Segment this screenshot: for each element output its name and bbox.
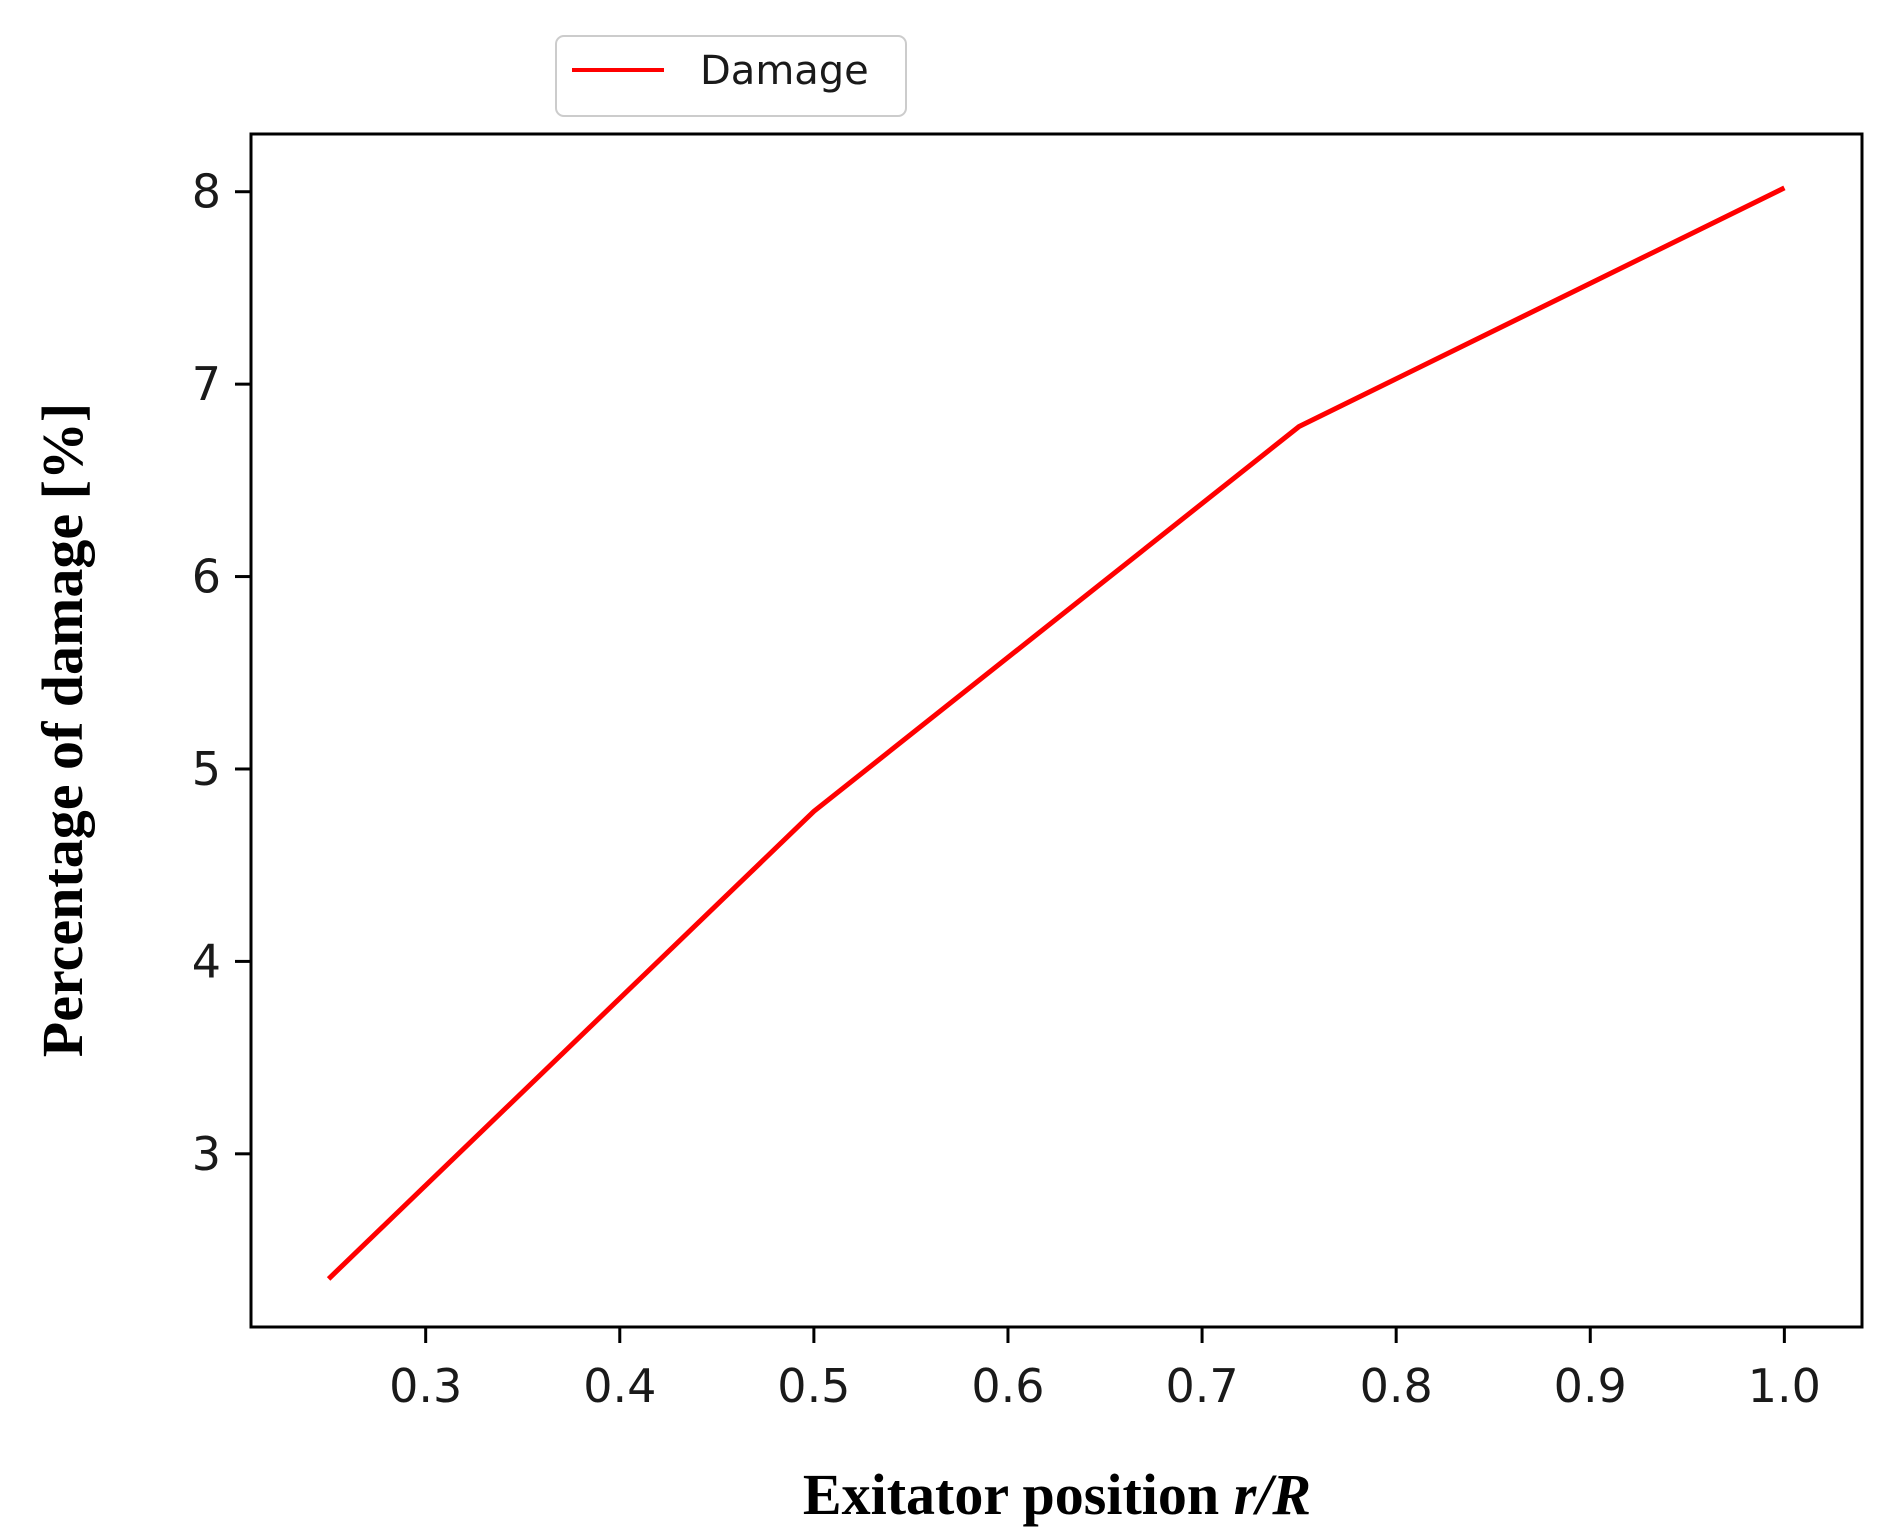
legend-box: [555, 35, 907, 117]
y-tick-label: 7: [192, 357, 221, 411]
x-tick-label: 0.5: [777, 1359, 850, 1413]
y-tick-label: 6: [192, 550, 221, 604]
x-tick-label: 0.6: [971, 1359, 1044, 1413]
x-axis-title-variable: r/R: [1234, 1462, 1311, 1527]
x-tick-label: 0.3: [389, 1359, 462, 1413]
y-tick-label: 3: [192, 1127, 221, 1181]
x-axis-title-main: Exitator position: [803, 1462, 1234, 1527]
y-tick-label: 4: [192, 934, 221, 988]
x-tick-label: 1.0: [1748, 1359, 1821, 1413]
x-tick-label: 0.7: [1165, 1359, 1238, 1413]
x-tick-label: 0.9: [1554, 1359, 1627, 1413]
plot-frame: [249, 132, 1864, 1329]
x-axis-title: Exitator position r/R: [803, 1462, 1311, 1527]
y-axis-title: Percentage of damage [%]: [30, 403, 95, 1057]
y-tick-label: 5: [192, 742, 221, 796]
legend-label: Damage: [700, 48, 869, 94]
y-axis: 3 4 5 6 7 8: [192, 165, 251, 1181]
legend: Damage: [555, 35, 907, 117]
x-tick-label: 0.8: [1360, 1359, 1433, 1413]
y-tick-label: 8: [192, 165, 221, 219]
x-axis: 0.3 0.4 0.5 0.6 0.7 0.8 0.9 1.0: [389, 1327, 1821, 1413]
series-line-damage: [326, 185, 1786, 1281]
series-layer: [326, 185, 1786, 1281]
x-tick-label: 0.4: [583, 1359, 656, 1413]
